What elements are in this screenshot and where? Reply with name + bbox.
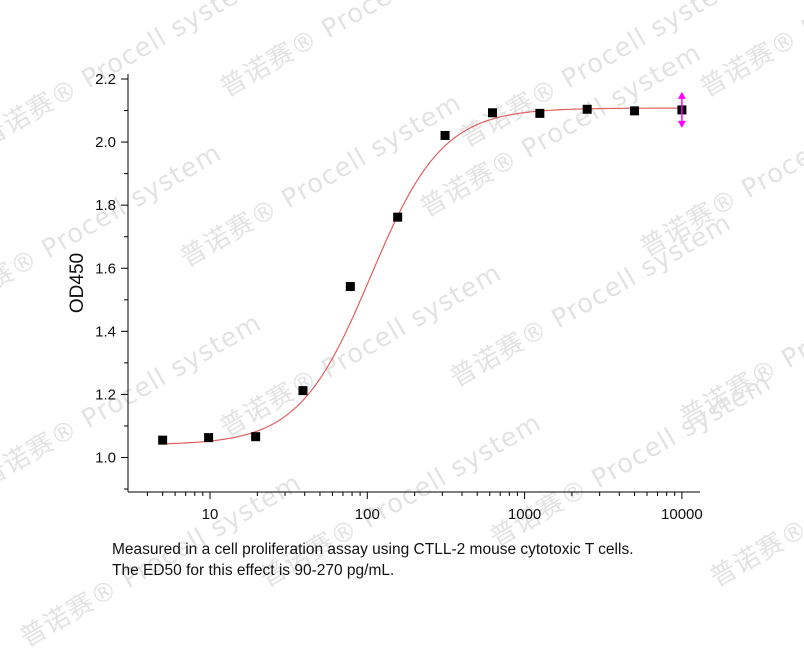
data-point xyxy=(535,108,545,118)
x-tick-label: 10 xyxy=(202,506,219,523)
selection-handle-icon[interactable] xyxy=(677,91,686,128)
data-point xyxy=(582,104,592,114)
data-point xyxy=(393,212,403,222)
x-tick-label: 100 xyxy=(355,506,380,523)
data-point xyxy=(204,433,214,443)
x-tick-label: 1000 xyxy=(508,506,541,523)
y-axis-label: OD450 xyxy=(67,253,88,313)
data-point xyxy=(158,435,168,445)
data-point xyxy=(487,108,497,118)
y-tick-label: 1.0 xyxy=(95,450,116,467)
y-tick-label: 2.0 xyxy=(95,134,116,151)
selection-handle-arrow-down xyxy=(677,120,686,128)
fit-curve xyxy=(162,107,682,445)
y-tick-label: 1.2 xyxy=(95,386,116,403)
data-point xyxy=(440,130,450,140)
data-point xyxy=(298,386,308,396)
y-tick-label: 1.4 xyxy=(95,323,116,340)
selection-handle-arrow-up xyxy=(677,91,686,99)
data-point xyxy=(345,282,355,292)
data-points xyxy=(158,104,687,445)
caption-line-2: The ED50 for this effect is 90-270 pg/mL… xyxy=(112,562,395,579)
data-point xyxy=(251,432,261,442)
x-tick-label: 10000 xyxy=(661,506,703,523)
caption-line-1: Measured in a cell proliferation assay u… xyxy=(112,541,634,558)
y-tick-label: 1.6 xyxy=(95,260,116,277)
dose-response-chart: 1.0 1.2 1.4 1.6 1.8 2.0 2.2 10 100 1000 10000 OD4… xyxy=(67,71,703,523)
data-point xyxy=(630,106,640,116)
x-ticks: 10 100 1000 10000 xyxy=(146,492,703,523)
y-ticks: 1.0 1.2 1.4 1.6 1.8 2.0 2.2 xyxy=(95,71,128,490)
y-tick-label: 2.2 xyxy=(95,71,116,88)
axes xyxy=(127,74,700,493)
y-tick-label: 1.8 xyxy=(95,197,116,214)
